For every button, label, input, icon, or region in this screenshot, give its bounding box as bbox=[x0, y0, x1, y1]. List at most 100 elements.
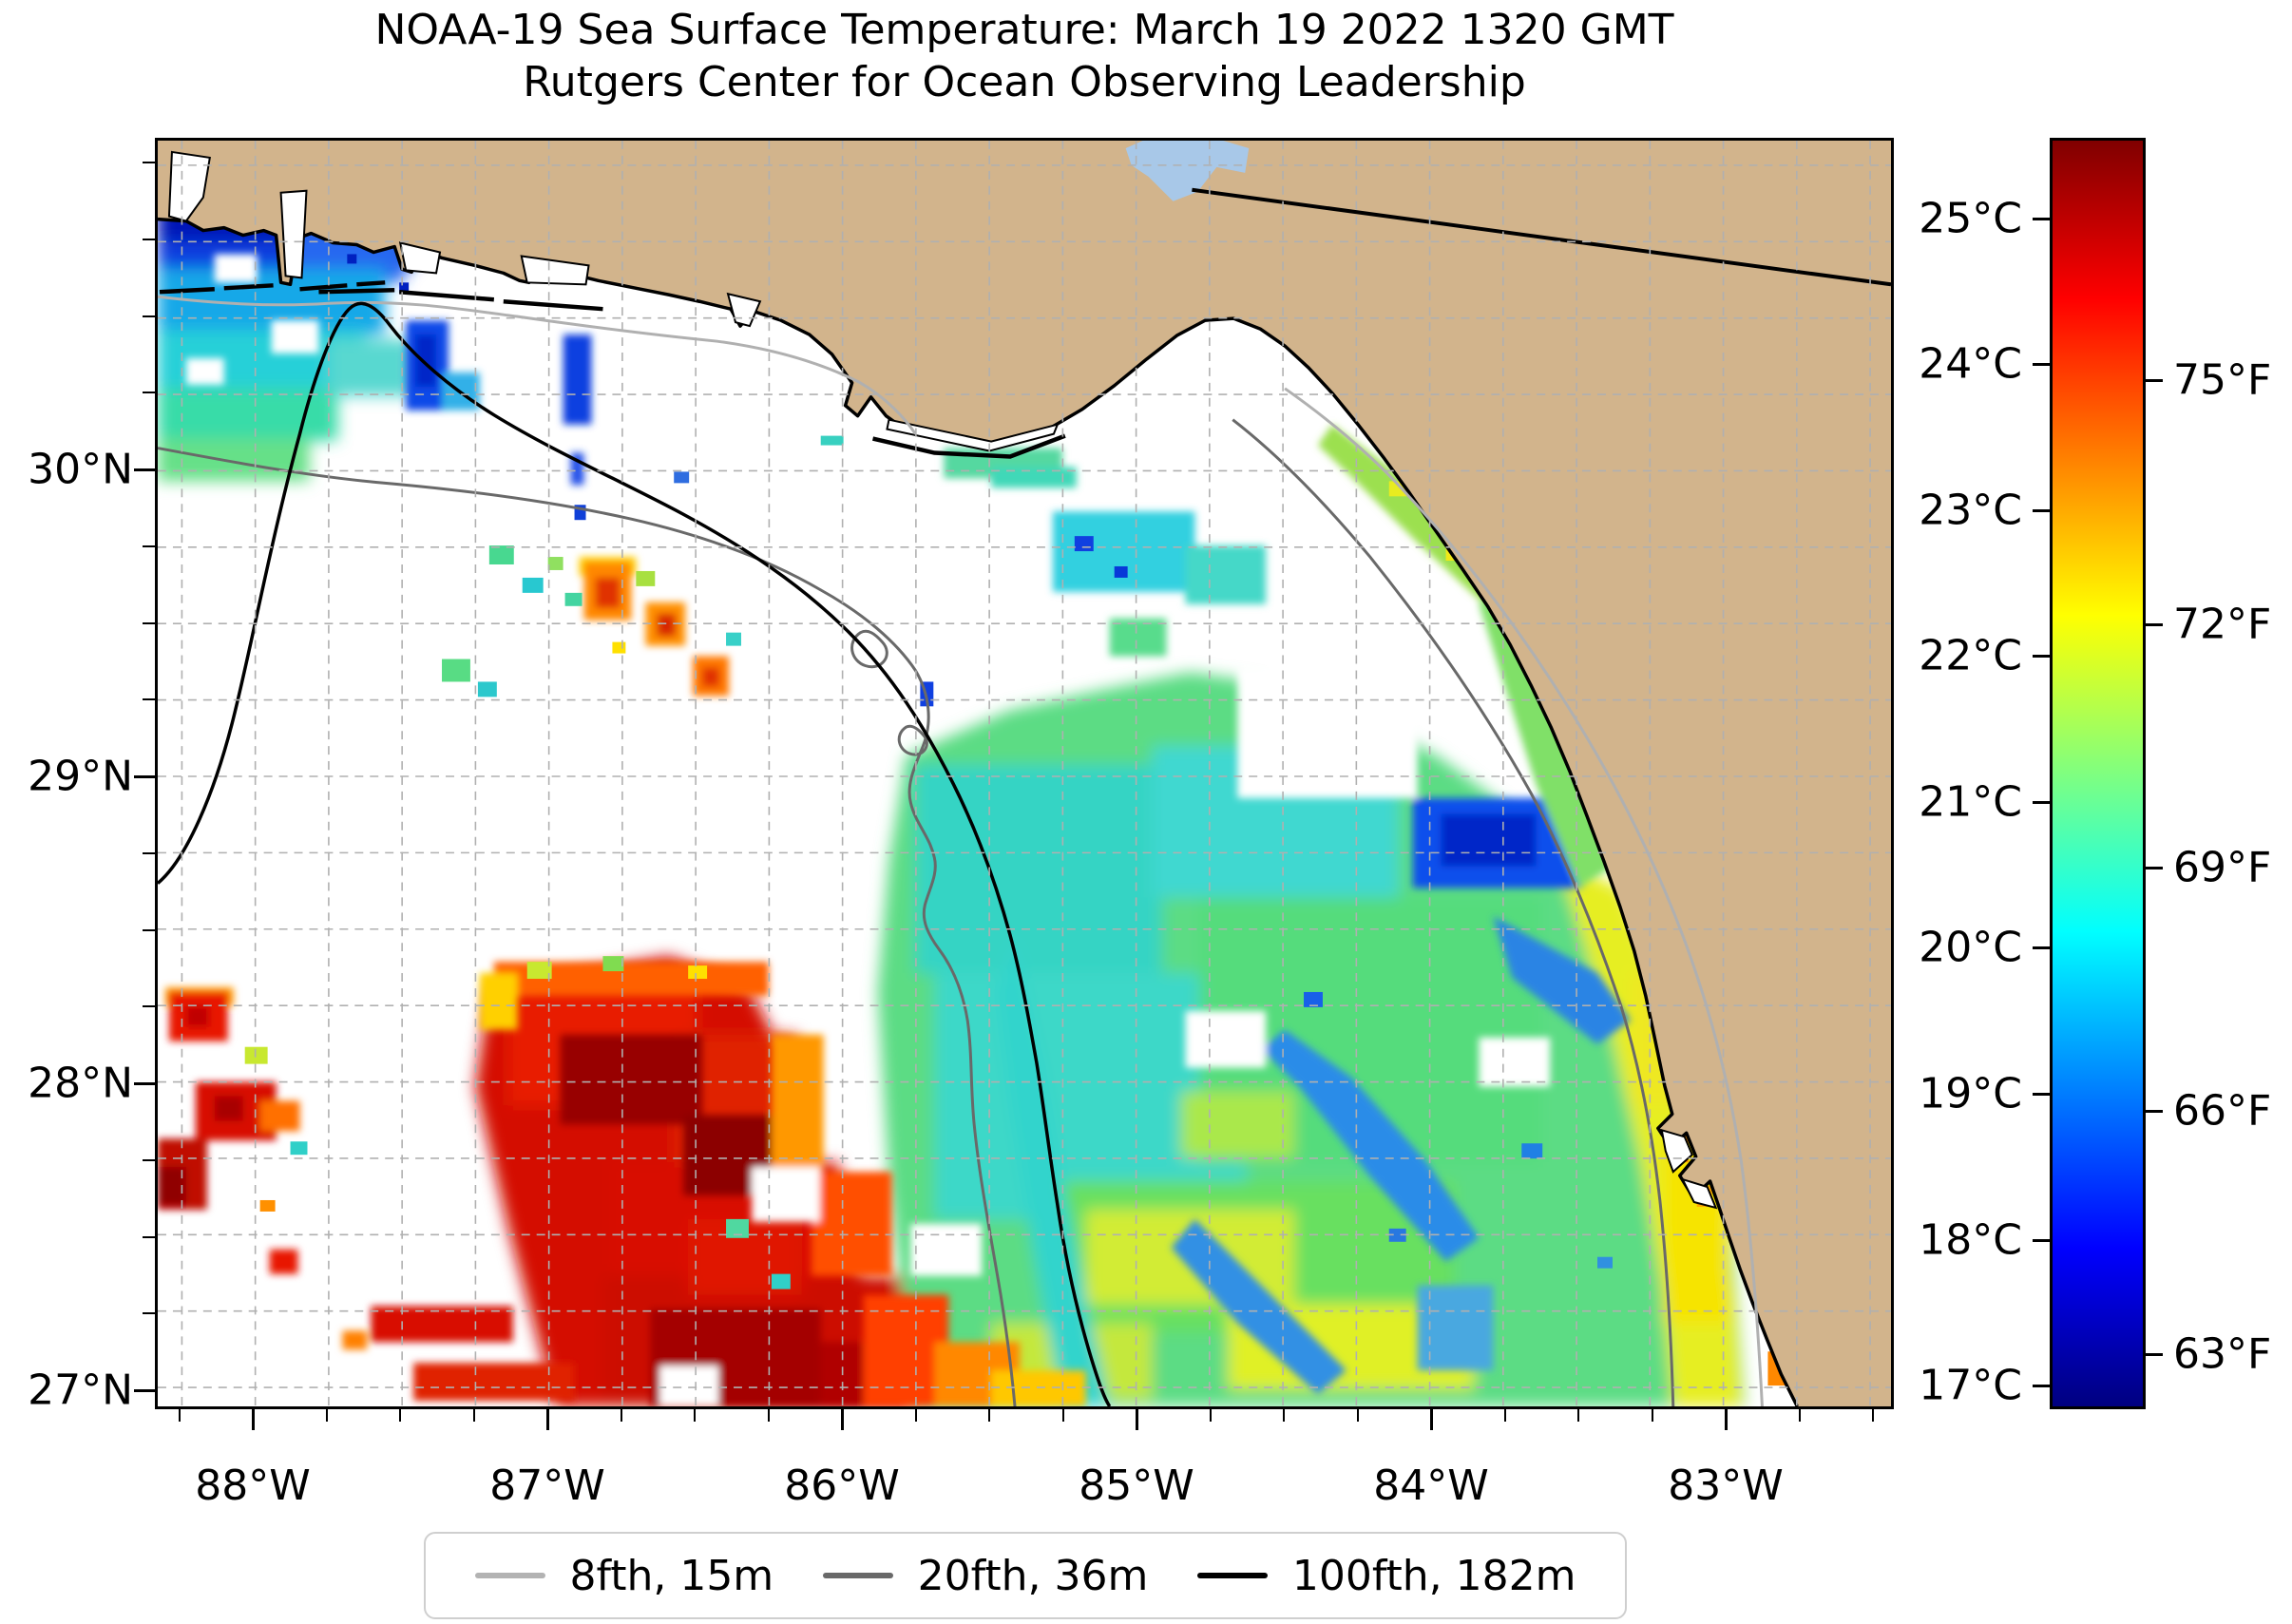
colorbar-celsius-label: 23°C bbox=[1919, 486, 2022, 535]
map-axes bbox=[155, 138, 1894, 1409]
x-tick-label: 88°W bbox=[195, 1462, 311, 1510]
x-minor-tick bbox=[1283, 1409, 1285, 1422]
barrier-islands bbox=[159, 280, 1066, 459]
x-tick-label: 84°W bbox=[1373, 1462, 1489, 1510]
chart-title: NOAA-19 Sea Surface Temperature: March 1… bbox=[155, 4, 1894, 108]
bays bbox=[167, 150, 1718, 1210]
x-minor-tick bbox=[1798, 1409, 1801, 1422]
x-minor-tick bbox=[1503, 1409, 1506, 1422]
colorbar-celsius-label: 18°C bbox=[1919, 1215, 2022, 1265]
legend-item: 20fth, 36m bbox=[822, 1551, 1149, 1600]
y-minor-tick bbox=[143, 315, 155, 317]
y-minor-tick bbox=[143, 238, 155, 240]
x-tick-label: 85°W bbox=[1079, 1462, 1194, 1510]
x-minor-tick bbox=[1872, 1409, 1874, 1422]
y-minor-tick bbox=[143, 1158, 155, 1161]
y-minor-tick bbox=[143, 928, 155, 931]
x-minor-tick bbox=[1061, 1409, 1064, 1422]
x-tick-label: 83°W bbox=[1668, 1462, 1784, 1510]
x-tick-label: 86°W bbox=[784, 1462, 900, 1510]
colorbar-celsius-tick bbox=[2033, 946, 2050, 949]
y-minor-tick bbox=[143, 162, 155, 163]
colorbar-celsius-tick bbox=[2033, 362, 2050, 366]
x-minor-tick bbox=[1209, 1409, 1212, 1422]
y-tick-label: 29°N bbox=[28, 752, 133, 801]
y-minor-tick bbox=[143, 1312, 155, 1315]
y-minor-tick bbox=[143, 698, 155, 701]
colorbar-celsius-label: 19°C bbox=[1919, 1069, 2022, 1118]
legend-line-swatch bbox=[1196, 1573, 1268, 1578]
legend-line-swatch bbox=[822, 1573, 893, 1578]
legend-item-label: 8fth, 15m bbox=[569, 1551, 774, 1600]
y-minor-tick bbox=[143, 851, 155, 854]
colorbar-celsius-tick bbox=[2033, 1238, 2050, 1242]
colorbar-fahrenheit-label: 66°F bbox=[2173, 1086, 2272, 1136]
x-minor-tick bbox=[620, 1409, 622, 1422]
colorbar-fahrenheit-label: 63°F bbox=[2173, 1329, 2272, 1379]
colorbar-celsius-label: 21°C bbox=[1919, 777, 2022, 827]
chart-title-line2: Rutgers Center for Ocean Observing Leade… bbox=[523, 58, 1526, 106]
y-minor-tick bbox=[143, 621, 155, 624]
colorbar-celsius-tick bbox=[2033, 800, 2050, 804]
y-tick-label: 30°N bbox=[28, 445, 133, 494]
colorbar bbox=[2050, 138, 2146, 1409]
sst-map-image bbox=[158, 141, 1891, 1406]
colorbar-celsius-label: 24°C bbox=[1919, 339, 2022, 389]
x-major-tick bbox=[251, 1409, 255, 1430]
graticule bbox=[158, 141, 1891, 1406]
colorbar-fahrenheit-label: 69°F bbox=[2173, 843, 2272, 892]
colorbar-celsius-label: 22°C bbox=[1919, 631, 2022, 680]
colorbar-celsius-tick bbox=[2033, 217, 2050, 220]
colorbar-celsius-label: 25°C bbox=[1919, 194, 2022, 243]
colorbar-fahrenheit-label: 72°F bbox=[2173, 600, 2272, 649]
x-minor-tick bbox=[767, 1409, 770, 1422]
x-tick-label: 87°W bbox=[489, 1462, 605, 1510]
x-minor-tick bbox=[1577, 1409, 1579, 1422]
lake bbox=[1125, 141, 1250, 201]
colorbar-celsius-tick bbox=[2033, 1384, 2050, 1387]
colorbar-fahrenheit-tick bbox=[2146, 866, 2163, 869]
x-major-tick bbox=[545, 1409, 549, 1430]
x-minor-tick bbox=[914, 1409, 917, 1422]
x-minor-tick bbox=[1356, 1409, 1359, 1422]
x-minor-tick bbox=[694, 1409, 696, 1422]
contour-20fth bbox=[158, 418, 1675, 1406]
legend-item: 8fth, 15m bbox=[474, 1551, 774, 1600]
contour-8fth bbox=[158, 295, 1764, 1406]
x-major-tick bbox=[1429, 1409, 1433, 1430]
colorbar-fahrenheit-label: 75°F bbox=[2173, 355, 2272, 405]
y-minor-tick bbox=[143, 1235, 155, 1238]
colorbar-fahrenheit-tick bbox=[2146, 1109, 2163, 1113]
x-minor-tick bbox=[1651, 1409, 1653, 1422]
colorbar-fahrenheit-tick bbox=[2146, 1352, 2163, 1356]
colorbar-fahrenheit-tick bbox=[2146, 378, 2163, 382]
contour-100fth bbox=[158, 301, 1112, 1406]
y-tick-label: 28°N bbox=[28, 1059, 133, 1108]
colorbar-celsius-tick bbox=[2033, 1092, 2050, 1096]
x-major-tick bbox=[840, 1409, 844, 1430]
y-minor-tick bbox=[143, 545, 155, 547]
x-minor-tick bbox=[988, 1409, 990, 1422]
contour-line-upper-right bbox=[1192, 187, 1891, 287]
contour-legend: 8fth, 15m 20fth, 36m 100fth, 182m bbox=[424, 1532, 1627, 1619]
colorbar-fahrenheit-tick bbox=[2146, 622, 2163, 626]
y-major-tick bbox=[134, 1081, 155, 1085]
y-major-tick bbox=[134, 1388, 155, 1392]
colorbar-celsius-label: 17°C bbox=[1919, 1361, 2022, 1410]
x-minor-tick bbox=[325, 1409, 328, 1422]
y-major-tick bbox=[134, 468, 155, 471]
legend-item-label: 100fth, 182m bbox=[1291, 1551, 1576, 1600]
x-major-tick bbox=[1135, 1409, 1138, 1430]
chart-title-line1: NOAA-19 Sea Surface Temperature: March 1… bbox=[374, 6, 1674, 54]
colorbar-celsius-tick bbox=[2033, 654, 2050, 658]
x-minor-tick bbox=[472, 1409, 475, 1422]
legend-item: 100fth, 182m bbox=[1196, 1551, 1576, 1600]
y-minor-tick bbox=[143, 1005, 155, 1008]
colorbar-celsius-tick bbox=[2033, 508, 2050, 512]
x-minor-tick bbox=[178, 1409, 181, 1422]
legend-item-label: 20fth, 36m bbox=[917, 1551, 1149, 1600]
x-major-tick bbox=[1724, 1409, 1728, 1430]
land-polygon bbox=[158, 141, 1891, 1406]
y-major-tick bbox=[134, 774, 155, 778]
